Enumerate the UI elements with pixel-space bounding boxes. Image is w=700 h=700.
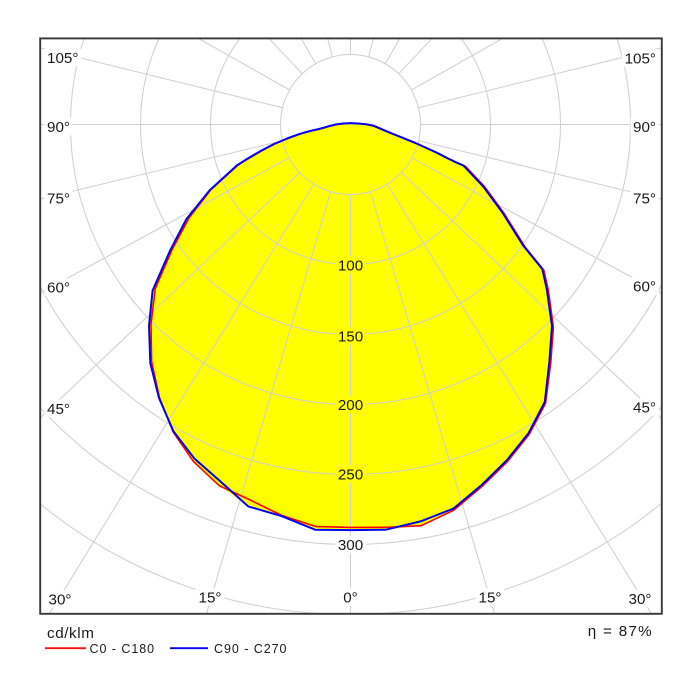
svg-text:15°: 15° [479, 590, 502, 607]
svg-text:150: 150 [338, 329, 363, 346]
svg-text:15°: 15° [199, 590, 222, 607]
svg-text:90°: 90° [633, 119, 656, 136]
svg-text:60°: 60° [633, 279, 656, 296]
svg-text:45°: 45° [47, 401, 70, 418]
svg-text:105°: 105° [47, 50, 78, 67]
svg-text:C0 - C180: C0 - C180 [90, 642, 156, 656]
svg-text:η = 87%: η = 87% [588, 623, 653, 640]
svg-text:60°: 60° [47, 280, 70, 297]
svg-text:100: 100 [338, 258, 363, 275]
svg-text:105°: 105° [625, 51, 656, 68]
svg-text:C90 - C270: C90 - C270 [214, 642, 287, 656]
svg-text:30°: 30° [49, 592, 72, 609]
svg-text:300: 300 [338, 537, 363, 554]
svg-text:cd/klm: cd/klm [47, 625, 94, 642]
svg-text:90°: 90° [47, 119, 70, 136]
svg-text:45°: 45° [633, 400, 656, 417]
svg-text:30°: 30° [629, 591, 652, 608]
svg-text:200: 200 [338, 397, 363, 414]
svg-text:75°: 75° [633, 191, 656, 208]
svg-text:0°: 0° [343, 590, 358, 607]
svg-text:75°: 75° [47, 191, 70, 208]
svg-text:250: 250 [338, 467, 363, 484]
